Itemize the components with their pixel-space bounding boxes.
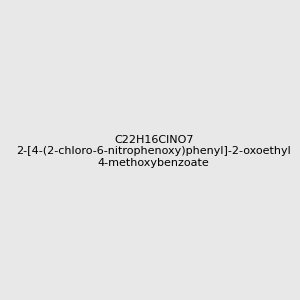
Text: C22H16ClNO7
2-[4-(2-chloro-6-nitrophenoxy)phenyl]-2-oxoethyl 4-methoxybenzoate: C22H16ClNO7 2-[4-(2-chloro-6-nitrophenox…: [16, 135, 291, 168]
